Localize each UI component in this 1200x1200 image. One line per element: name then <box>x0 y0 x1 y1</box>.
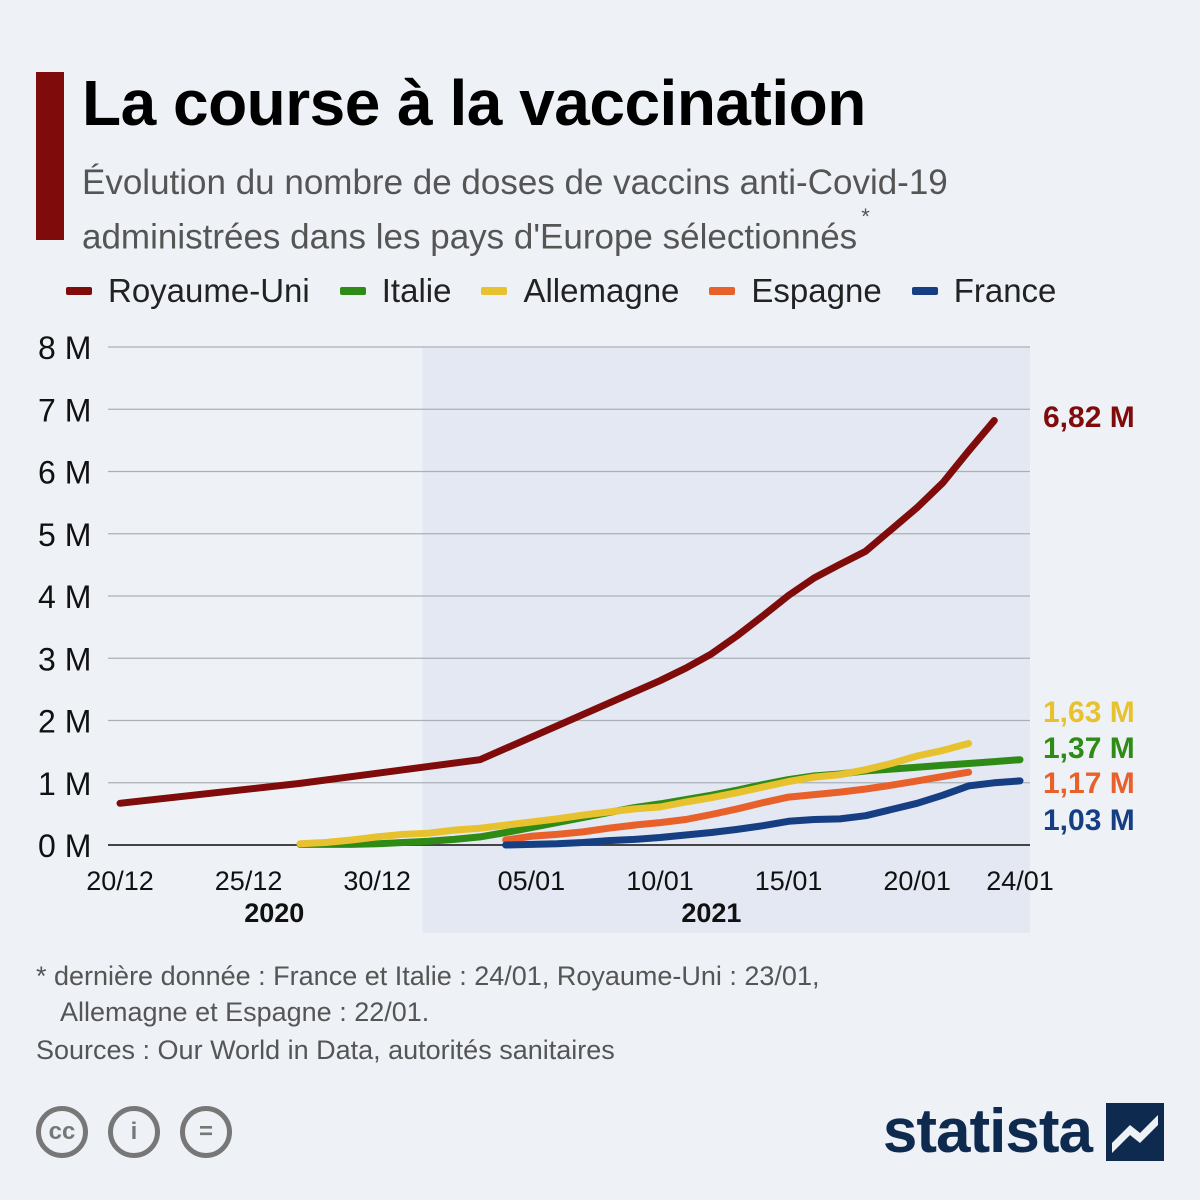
legend-label: France <box>953 272 1057 309</box>
license-icons: cc i = <box>36 1106 252 1158</box>
legend-label: Allemagne <box>523 272 680 309</box>
y-tick-label: 3 M <box>38 641 91 677</box>
statista-brand[interactable]: statista <box>883 1096 1164 1167</box>
x-tick-label: 24/01 <box>986 866 1054 896</box>
footnote-line-2: Allemagne et Espagne : 22/01. <box>60 997 430 1027</box>
legend-item-royaume-uni: Royaume-Uni <box>66 272 310 310</box>
y-tick-label: 4 M <box>38 579 91 615</box>
footnote-line-1: * dernière donnée : France et Italie : 2… <box>36 961 820 991</box>
year-label: 2020 <box>244 898 304 928</box>
chart-legend: Royaume-Uni Italie Allemagne Espagne France <box>66 272 1086 310</box>
series-line-royaume-uni <box>116 417 998 807</box>
x-tick-label: 15/01 <box>755 866 823 896</box>
legend-item-france: France <box>911 272 1057 310</box>
series-line-france <box>502 777 1024 849</box>
x-tick-label: 20/01 <box>883 866 951 896</box>
end-label-italie: 1,37 M <box>1043 732 1135 765</box>
y-tick-label: 6 M <box>38 455 91 491</box>
y-tick-label: 7 M <box>38 392 91 428</box>
y-tick-label: 5 M <box>38 517 91 553</box>
statista-logo-icon <box>1106 1102 1164 1161</box>
legend-item-espagne: Espagne <box>709 272 882 310</box>
y-tick-label: 2 M <box>38 704 91 740</box>
legend-item-allemagne: Allemagne <box>481 272 679 310</box>
x-tick-label: 20/12 <box>86 866 154 896</box>
title-accent-bar <box>36 72 64 240</box>
legend-swatch <box>911 287 938 295</box>
series-line-espagne <box>502 768 973 844</box>
y-tick-label: 8 M <box>38 330 91 366</box>
subtitle-text: Évolution du nombre de doses de vaccins … <box>82 163 948 257</box>
legend-label: Espagne <box>751 272 882 309</box>
legend-item-italie: Italie <box>339 272 452 310</box>
x-tick-label: 25/12 <box>215 866 283 896</box>
x-tick-label: 10/01 <box>626 866 694 896</box>
sources: Sources : Our World in Data, autorités s… <box>36 1035 615 1065</box>
no-derivatives-icon[interactable]: = <box>180 1106 232 1158</box>
end-label-france: 1,03 M <box>1043 804 1135 837</box>
end-label-espagne: 1,17 M <box>1043 767 1135 800</box>
legend-swatch <box>66 287 92 295</box>
end-label-allemagne: 1,63 M <box>1043 696 1135 729</box>
x-tick-label: 05/01 <box>498 866 566 896</box>
x-tick-label: 30/12 <box>343 866 411 896</box>
series-line-allemagne <box>296 740 973 848</box>
line-chart: 0 M 1 M 2 M 3 M 4 M 5 M 6 M 7 M 8 M 20/12 25/12 30/… <box>38 330 1135 933</box>
legend-swatch <box>709 287 736 295</box>
legend-label: Italie <box>381 272 452 309</box>
y-tick-label: 1 M <box>38 766 91 802</box>
legend-swatch <box>339 287 366 295</box>
brand-name: statista <box>882 1097 1093 1166</box>
legend-label: Royaume-Uni <box>108 272 310 309</box>
legend-swatch <box>481 287 508 295</box>
page-subtitle: Évolution du nombre de doses de vaccins … <box>82 160 1142 261</box>
footnote: * dernière donnée : France et Italie : 2… <box>36 958 819 1030</box>
page-title: La course à la vaccination <box>82 67 866 139</box>
attribution-icon[interactable]: i <box>108 1106 160 1158</box>
year-label: 2021 <box>681 898 741 928</box>
cc-icon[interactable]: cc <box>36 1106 88 1158</box>
y-tick-label: 0 M <box>38 828 91 864</box>
end-label-royaume-uni: 6,82 M <box>1043 401 1135 434</box>
subtitle-footnote-marker: * <box>861 204 870 229</box>
